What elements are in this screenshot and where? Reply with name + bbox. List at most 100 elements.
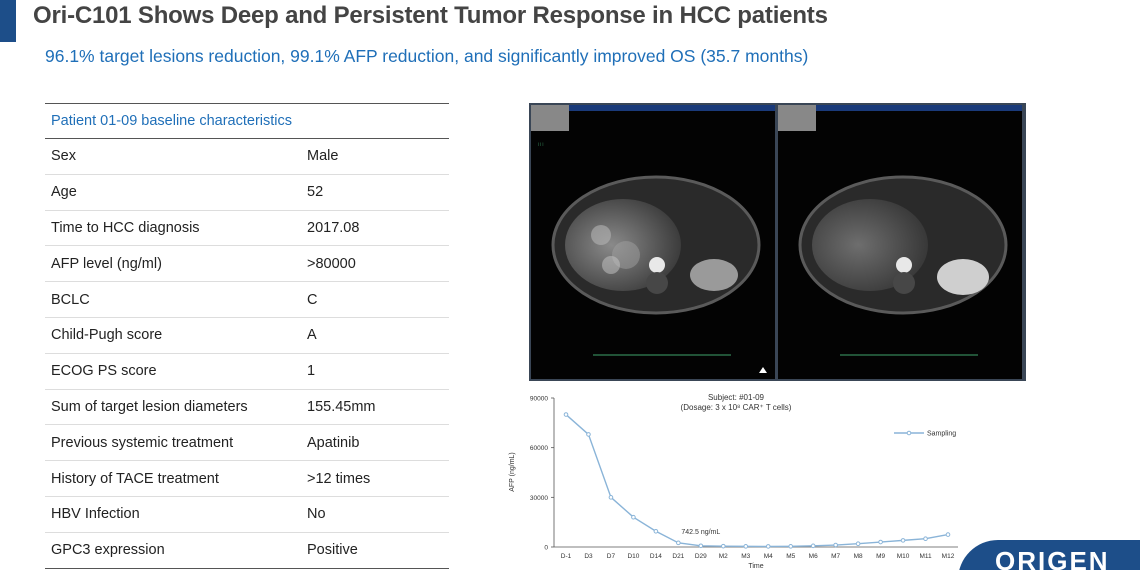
row-value: Apatinib: [307, 424, 449, 462]
chart-axes: 0 30000 60000 90000 D-1 D3 D7 D10 D14 D21 D29 M2 M3 M…: [530, 396, 958, 560]
x-tick-label: M3: [741, 553, 750, 560]
slide-subtitle: 96.1% target lesions reduction, 99.1% AF…: [45, 46, 809, 66]
table-row: GPC3 expression Positive: [45, 532, 449, 569]
x-tick-label: D3: [584, 553, 593, 560]
data-point: [900, 538, 906, 543]
y-tick-label: 30000: [530, 495, 548, 502]
series-line: [565, 414, 949, 548]
x-tick-label: D29: [695, 553, 707, 560]
table-header: Patient 01-09 baseline characteristics: [45, 103, 449, 139]
x-tick-label: M10: [897, 553, 910, 560]
company-logo: [958, 540, 1140, 570]
x-tick-label: M7: [831, 553, 840, 560]
table-row: Time to HCC diagnosis 2017.08: [45, 210, 449, 247]
x-tick-label: M6: [809, 553, 818, 560]
row-label: Age: [45, 174, 307, 211]
chart-title: Subject: #01-09: [708, 393, 765, 402]
row-label: AFP level (ng/ml): [45, 245, 307, 283]
row-label: GPC3 expression: [45, 532, 307, 569]
data-point: [586, 432, 591, 437]
table-row: History of TACE treatment >12 times: [45, 460, 449, 497]
table-row: AFP level (ng/ml) >80000: [45, 245, 449, 283]
data-point: [743, 544, 749, 549]
y-tick-label: 60000: [530, 445, 548, 452]
table-row: Sum of target lesion diameters 155.45mm: [45, 389, 449, 426]
row-label: HBV Infection: [45, 496, 307, 533]
data-point: [810, 543, 816, 549]
data-point: [765, 544, 771, 549]
baseline-characteristics-table: Patient 01-09 baseline characteristics S…: [45, 103, 449, 569]
row-label: Child-Pugh score: [45, 317, 307, 354]
table-row: BCLC C: [45, 281, 449, 318]
data-point: [855, 541, 861, 546]
row-value: 2017.08: [307, 210, 449, 247]
x-tick-label: M11: [919, 553, 932, 560]
row-label: Sex: [45, 138, 307, 175]
table-row: HBV Infection No: [45, 496, 449, 533]
data-point: [923, 536, 928, 542]
data-point: [608, 495, 614, 500]
svg-text:|||: |||: [537, 142, 544, 147]
x-tick-label: D10: [627, 553, 639, 560]
afp-line-chart: Subject: #01-09 (Dosage: 3 x 10⁸ CAR⁺ T …: [509, 393, 958, 570]
x-tick-label: M8: [854, 553, 863, 560]
data-point: [878, 539, 883, 545]
data-point: [698, 543, 704, 549]
table-row: Age 52: [45, 174, 449, 211]
x-tick-label: D-1: [561, 553, 572, 560]
row-value: Male: [307, 138, 449, 175]
slide-title: Ori-C101 Shows Deep and Persistent Tumor…: [33, 2, 828, 29]
chart-legend: Sampling: [894, 431, 956, 438]
title-accent-bar: [0, 0, 16, 42]
x-tick-label: D21: [672, 553, 684, 560]
mri-comparison-image: |||: [529, 103, 1026, 381]
row-value: C: [307, 281, 449, 318]
row-value: A: [307, 317, 449, 354]
x-tick-label: M2: [719, 553, 728, 560]
legend-marker: [906, 430, 912, 436]
mri-scan-baseline: |||: [531, 105, 775, 379]
row-value: >12 times: [307, 460, 449, 497]
data-point: [676, 540, 681, 546]
chart-annotation: 742.5 ng/mL: [681, 529, 720, 536]
row-value: 52: [307, 174, 449, 211]
x-tick-label: M12: [942, 553, 955, 560]
data-point: [788, 544, 794, 549]
y-tick-label: 90000: [530, 396, 548, 403]
mri-scan-baseline-graphic: |||: [537, 142, 767, 373]
row-value: 1: [307, 353, 449, 390]
row-label: ECOG PS score: [45, 353, 307, 390]
row-label: Sum of target lesion diameters: [45, 389, 307, 426]
row-value: No: [307, 496, 449, 533]
data-point: [653, 528, 659, 534]
x-tick-label: M9: [876, 553, 885, 560]
y-tick-label: 0: [544, 545, 548, 552]
x-tick-label: M4: [764, 553, 773, 560]
row-label: Time to HCC diagnosis: [45, 210, 307, 247]
data-point: [631, 514, 636, 520]
legend-label: Sampling: [927, 431, 956, 438]
data-point: [563, 412, 569, 417]
table-row: Sex Male: [45, 138, 449, 175]
x-tick-label: M5: [786, 553, 795, 560]
data-point: [720, 543, 726, 549]
table-row: Previous systemic treatment Apatinib: [45, 424, 449, 462]
row-value: >80000: [307, 245, 449, 283]
table-row: Child-Pugh score A: [45, 317, 449, 354]
y-axis-label: AFP (ng/mL): [509, 452, 516, 492]
x-tick-label: D7: [607, 553, 616, 560]
row-value: 155.45mm: [307, 389, 449, 426]
x-tick-label: D14: [650, 553, 662, 560]
x-axis-label: Time: [748, 563, 763, 570]
row-label: BCLC: [45, 281, 307, 318]
company-logo-text: ORIGEN: [995, 546, 1110, 570]
row-label: History of TACE treatment: [45, 460, 307, 497]
data-point: [833, 542, 838, 548]
row-value: Positive: [307, 532, 449, 569]
chart-subtitle: (Dosage: 3 x 10⁸ CAR⁺ T cells): [681, 403, 792, 412]
mri-scan-followup: [778, 105, 1022, 379]
mri-scan-followup-graphic: [798, 175, 1008, 356]
data-point: [945, 532, 951, 537]
table-row: ECOG PS score 1: [45, 353, 449, 390]
chart-series: 742.5 ng/mL: [563, 412, 951, 549]
